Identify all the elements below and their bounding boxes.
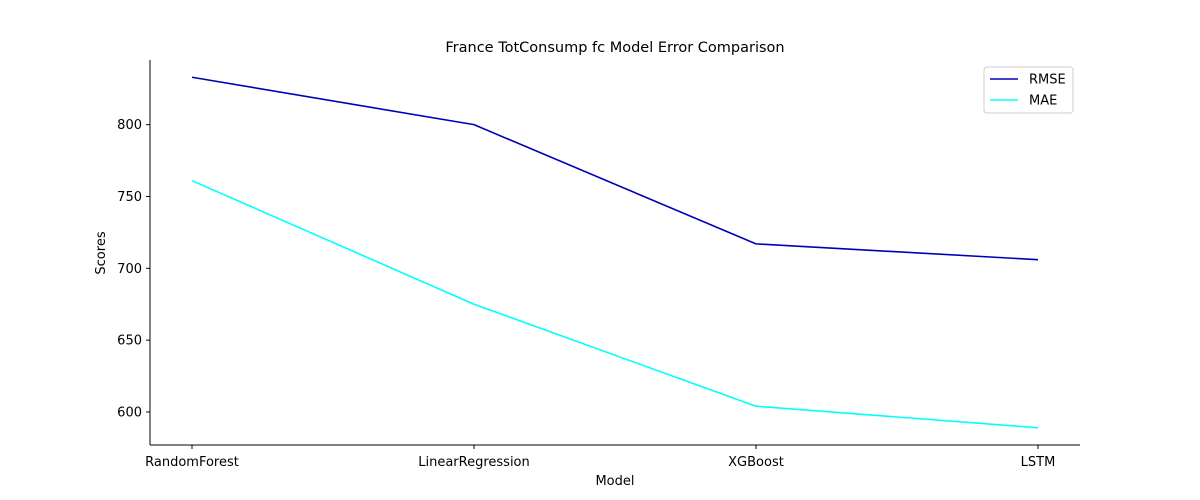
y-tick-label: 600 <box>117 405 142 420</box>
y-tick-label: 650 <box>117 334 142 349</box>
x-tick-label: XGBoost <box>728 455 784 470</box>
x-tick-label: LSTM <box>1021 455 1056 470</box>
legend-label-mae: MAE <box>1029 94 1057 109</box>
y-tick-label: 800 <box>117 118 142 133</box>
axes <box>149 60 1080 446</box>
y-ticks: 600 650 700 750 800 <box>117 118 150 420</box>
chart-title: France TotConsump fc Model Error Compari… <box>445 40 784 56</box>
series-lines <box>191 76 1039 429</box>
series-line-mae <box>191 179 1039 429</box>
x-ticks: RandomForest LinearRegression XGBoost LSTM <box>145 445 1055 470</box>
y-axis-label: Scores <box>94 231 109 274</box>
y-tick-label: 750 <box>117 190 142 205</box>
series-line-rmse <box>191 76 1039 261</box>
legend-label-rmse: RMSE <box>1029 73 1066 88</box>
y-tick-label: 700 <box>117 262 142 277</box>
x-axis-label: Model <box>595 474 634 489</box>
legend: RMSE MAE <box>983 66 1074 114</box>
x-tick-label: RandomForest <box>145 455 239 470</box>
x-tick-label: LinearRegression <box>418 455 530 470</box>
